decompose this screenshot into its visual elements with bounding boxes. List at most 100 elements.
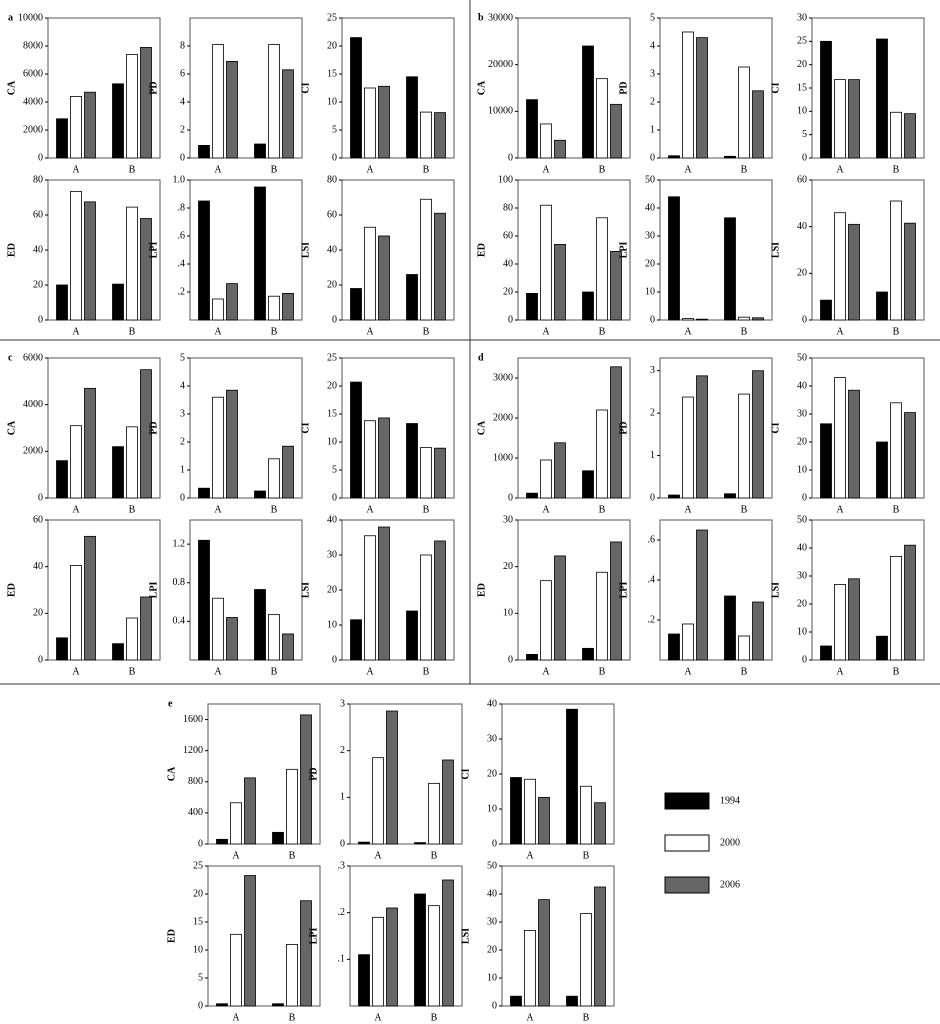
bar bbox=[198, 144, 210, 159]
bar bbox=[230, 933, 242, 1007]
bar bbox=[358, 841, 370, 845]
bar bbox=[724, 217, 736, 321]
plot-frame bbox=[811, 519, 925, 661]
x-tick-label: A bbox=[214, 666, 222, 677]
y-tick-label: 2 bbox=[340, 745, 345, 756]
bar bbox=[386, 907, 398, 1007]
bar bbox=[358, 954, 370, 1007]
bar bbox=[216, 838, 228, 845]
bar bbox=[876, 291, 888, 321]
bar bbox=[752, 317, 764, 321]
x-tick-label: A bbox=[366, 504, 374, 515]
y-axis-label: CA bbox=[476, 80, 487, 95]
y-tick-label: 0.8 bbox=[173, 577, 186, 588]
bar bbox=[372, 757, 384, 845]
y-tick-label: 40 bbox=[487, 888, 497, 899]
bar bbox=[140, 218, 152, 321]
x-tick-label: B bbox=[129, 504, 136, 515]
bar bbox=[834, 79, 846, 159]
x-tick-label: A bbox=[542, 326, 550, 337]
bar bbox=[696, 529, 708, 661]
bar bbox=[820, 423, 832, 499]
bar bbox=[282, 633, 294, 661]
x-tick-label: B bbox=[599, 164, 606, 175]
plot-frame bbox=[349, 865, 463, 1007]
x-tick-label: B bbox=[423, 504, 430, 515]
x-tick-label: A bbox=[542, 666, 550, 677]
x-tick-label: B bbox=[893, 504, 900, 515]
bar bbox=[254, 143, 266, 159]
bar bbox=[272, 1003, 284, 1007]
y-tick-label: 1 bbox=[180, 464, 185, 475]
x-tick-label: B bbox=[271, 326, 278, 337]
y-axis-label: LSI bbox=[300, 242, 311, 258]
bar bbox=[126, 54, 138, 159]
y-axis-label: PD bbox=[618, 81, 629, 94]
bar bbox=[112, 283, 124, 321]
x-tick-label: B bbox=[129, 164, 136, 175]
y-tick-label: 20000 bbox=[488, 59, 513, 70]
y-tick-label: 60 bbox=[33, 514, 43, 525]
y-tick-label: 60 bbox=[797, 174, 807, 185]
bar bbox=[904, 113, 916, 159]
plot-frame bbox=[189, 357, 303, 499]
x-tick-label: A bbox=[374, 1012, 382, 1023]
x-tick-label: B bbox=[431, 1012, 438, 1023]
y-tick-label: 1200 bbox=[183, 745, 203, 756]
y-tick-label: 60 bbox=[327, 209, 337, 220]
y-axis-label: ED bbox=[476, 243, 487, 257]
bar bbox=[594, 886, 606, 1007]
y-tick-label: 6 bbox=[180, 68, 185, 79]
y-tick-label: 4000 bbox=[23, 96, 43, 107]
bar bbox=[112, 446, 124, 499]
y-axis-label: PD bbox=[308, 767, 319, 780]
bar bbox=[538, 797, 550, 845]
bar bbox=[876, 441, 888, 499]
bar bbox=[434, 447, 446, 499]
bar bbox=[406, 76, 418, 159]
y-tick-label: 20 bbox=[487, 768, 497, 779]
bar bbox=[554, 555, 566, 661]
y-tick-label: 10000 bbox=[488, 106, 513, 117]
x-tick-label: B bbox=[423, 326, 430, 337]
y-axis-label: LSI bbox=[770, 242, 781, 258]
legend-swatch bbox=[664, 876, 710, 894]
bar bbox=[406, 423, 418, 499]
bar bbox=[610, 541, 622, 661]
y-tick-label: 20 bbox=[193, 888, 203, 899]
legend-label: 2006 bbox=[720, 879, 740, 890]
y-tick-label: 40 bbox=[33, 244, 43, 255]
y-tick-label: 800 bbox=[188, 776, 203, 787]
plot-frame bbox=[517, 17, 631, 159]
y-tick-label: 100 bbox=[498, 174, 513, 185]
bar bbox=[254, 589, 266, 661]
y-tick-label: 1000 bbox=[493, 452, 513, 463]
bar bbox=[420, 554, 432, 661]
bar bbox=[300, 714, 312, 845]
plot-frame bbox=[47, 357, 161, 499]
x-tick-label: A bbox=[366, 666, 374, 677]
x-tick-label: B bbox=[423, 666, 430, 677]
bar bbox=[696, 37, 708, 159]
plot-frame bbox=[189, 179, 303, 321]
x-tick-label: A bbox=[684, 326, 692, 337]
y-tick-label: 5 bbox=[332, 124, 337, 135]
bar bbox=[876, 38, 888, 159]
y-tick-label: 1 bbox=[650, 450, 655, 461]
y-tick-label: 20 bbox=[503, 561, 513, 572]
bar bbox=[364, 87, 376, 159]
bar bbox=[668, 155, 680, 159]
y-axis-label: LPI bbox=[618, 582, 629, 599]
y-tick-label: 0 bbox=[38, 314, 43, 325]
y-tick-label: 30 bbox=[797, 12, 807, 23]
y-tick-label: 40 bbox=[797, 542, 807, 553]
plot-frame bbox=[517, 179, 631, 321]
bar bbox=[610, 250, 622, 321]
y-tick-label: 0.4 bbox=[173, 616, 186, 627]
x-tick-label: B bbox=[741, 504, 748, 515]
bar bbox=[378, 235, 390, 321]
y-tick-label: 4 bbox=[180, 96, 185, 107]
bar bbox=[538, 899, 550, 1007]
y-tick-label: 0 bbox=[802, 492, 807, 503]
bar bbox=[610, 103, 622, 159]
